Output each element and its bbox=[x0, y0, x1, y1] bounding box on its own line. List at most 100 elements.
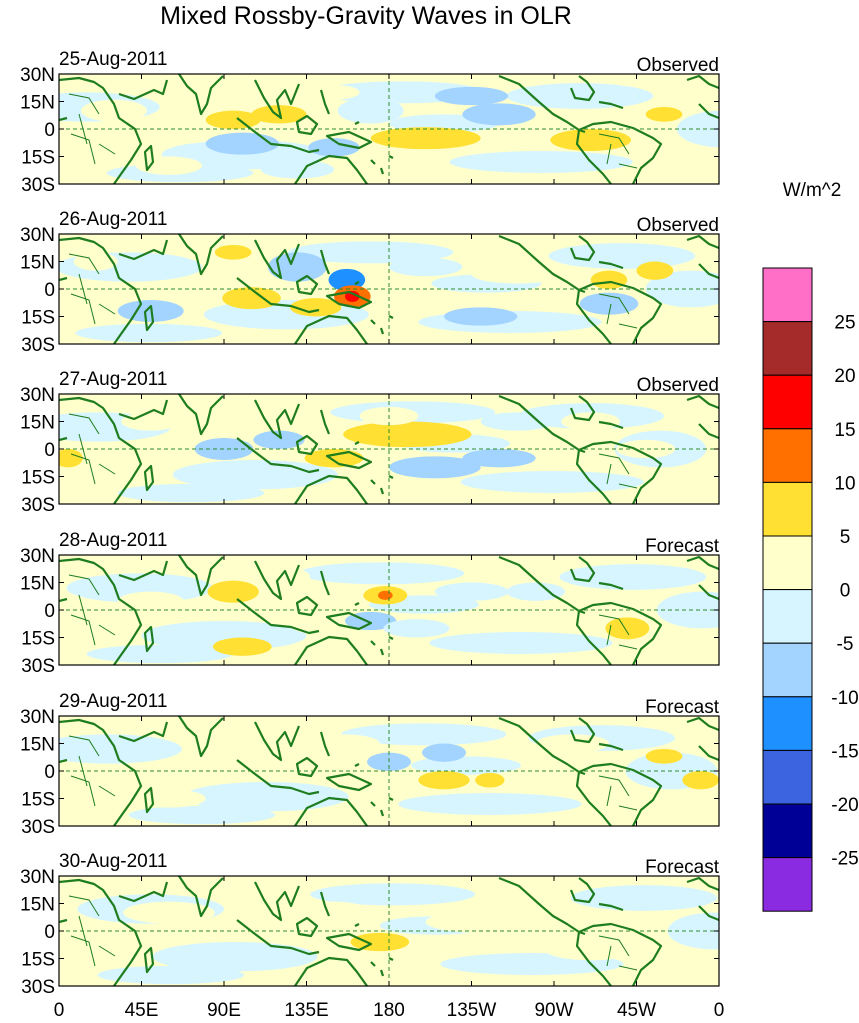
anomaly-contour bbox=[444, 307, 518, 326]
colorbar-swatch bbox=[762, 803, 813, 859]
panel-kind: Forecast bbox=[645, 536, 720, 557]
panel-date: 25-Aug-2011 bbox=[59, 49, 167, 70]
colorbar-swatch bbox=[762, 374, 813, 430]
lon-tick-label: 135W bbox=[447, 1000, 497, 1021]
lat-tick-label: 15S bbox=[21, 148, 55, 169]
anomaly-contour bbox=[132, 789, 206, 808]
anomaly-band bbox=[97, 965, 245, 985]
anomaly-contour bbox=[616, 439, 676, 459]
map-content bbox=[59, 876, 719, 986]
anomaly-contour bbox=[434, 86, 509, 106]
colorbar-swatch bbox=[762, 267, 813, 323]
anomaly-contour bbox=[422, 743, 466, 762]
lat-tick-label: 30S bbox=[21, 335, 55, 356]
panel-date: 27-Aug-2011 bbox=[59, 369, 167, 390]
anomaly-contour bbox=[290, 615, 342, 634]
map-panel: 26-Aug-2011 Observed 30N 15N 0 15S 30S bbox=[20, 209, 720, 356]
colorbar-swatch bbox=[762, 857, 813, 912]
anomaly-band bbox=[398, 793, 582, 815]
lat-tick-label: 15N bbox=[20, 413, 55, 434]
colorbar-tick-label: 25 bbox=[834, 313, 855, 334]
lat-tick-label: 0 bbox=[44, 120, 55, 141]
map-content bbox=[59, 394, 719, 504]
lat-tick-label: 15S bbox=[21, 950, 55, 971]
panel-date: 26-Aug-2011 bbox=[59, 209, 167, 230]
anomaly-contour bbox=[117, 591, 184, 610]
anomaly-band bbox=[506, 83, 653, 109]
anomaly-contour bbox=[328, 268, 366, 291]
anomaly-band bbox=[288, 241, 454, 264]
anomaly-band bbox=[656, 591, 719, 629]
lat-tick-label: 30S bbox=[21, 175, 55, 196]
anomaly-contour bbox=[253, 430, 305, 449]
colorbar-tick-label: 5 bbox=[840, 527, 851, 548]
colorbar-swatch bbox=[762, 696, 813, 751]
anomaly-band bbox=[86, 644, 234, 664]
anomaly-band bbox=[299, 562, 465, 585]
anomaly-band bbox=[667, 912, 719, 950]
anomaly-contour bbox=[682, 771, 719, 790]
anomaly-band bbox=[183, 782, 349, 812]
anomaly-band bbox=[341, 723, 507, 746]
colorbar-tick-label: -20 bbox=[831, 795, 858, 816]
anomaly-contour bbox=[389, 456, 481, 479]
lat-tick-label: 0 bbox=[44, 280, 55, 301]
lon-tick-label: 90W bbox=[534, 1000, 573, 1021]
anomaly-contour bbox=[213, 637, 272, 656]
colorbar-tick-label: -25 bbox=[831, 849, 858, 870]
panels-group: 25-Aug-2011 Observed30N15N015S30S26-Aug-2… bbox=[20, 49, 720, 998]
anomaly-contour bbox=[544, 938, 637, 961]
lat-tick-label: 30N bbox=[20, 867, 55, 888]
anomaly-band bbox=[75, 323, 223, 343]
map-panel: 29-Aug-2011 Forecast 30N 15N 0 15S 30S bbox=[20, 691, 720, 838]
map-content bbox=[59, 234, 719, 344]
anomaly-contour bbox=[205, 132, 279, 155]
lat-tick-label: 0 bbox=[44, 762, 55, 783]
anomaly-contour bbox=[462, 103, 536, 126]
anomaly-contour bbox=[297, 901, 371, 924]
anomaly-band bbox=[411, 756, 521, 775]
anomaly-contour bbox=[308, 85, 360, 100]
lon-tick-label: 90E bbox=[207, 1000, 241, 1021]
longitude-axis: 0 45E 90E 135E 180 135W 90W 45W 0 bbox=[54, 1000, 725, 1021]
anomaly-contour bbox=[268, 252, 327, 282]
lat-tick-label: 30N bbox=[20, 225, 55, 246]
lon-tick-label: 135E bbox=[284, 1000, 328, 1021]
lat-tick-label: 15N bbox=[20, 895, 55, 916]
anomaly-contour bbox=[207, 580, 259, 603]
anomaly-contour bbox=[337, 97, 404, 124]
panel-kind: Observed bbox=[637, 375, 719, 396]
colorbar-tick-label: 15 bbox=[834, 420, 855, 441]
colorbar-tick-label: -10 bbox=[831, 688, 858, 709]
colorbar-tick-label: 0 bbox=[840, 581, 851, 602]
anomaly-contour bbox=[418, 771, 470, 790]
anomaly-contour bbox=[506, 582, 565, 601]
colorbar-units: W/m^2 bbox=[783, 180, 842, 201]
lat-tick-label: 30S bbox=[21, 495, 55, 516]
colorbar-swatch bbox=[762, 321, 813, 376]
lon-tick-label: 45E bbox=[125, 1000, 159, 1021]
lat-tick-label: 0 bbox=[44, 922, 55, 943]
lat-tick-label: 15N bbox=[20, 735, 55, 756]
anomaly-contour bbox=[636, 261, 674, 280]
anomaly-band bbox=[460, 471, 644, 493]
anomaly-contour bbox=[462, 449, 536, 468]
colorbar-tick-label: -15 bbox=[831, 741, 858, 762]
anomaly-contour bbox=[260, 160, 334, 179]
lat-tick-label: 30N bbox=[20, 546, 55, 567]
anomaly-contour bbox=[81, 99, 147, 122]
anomaly-contour bbox=[123, 901, 215, 924]
anomaly-contour bbox=[605, 617, 650, 640]
colorbar-swatch bbox=[762, 428, 813, 483]
lat-tick-label: 30N bbox=[20, 65, 55, 86]
anomaly-contour bbox=[121, 412, 180, 431]
anomaly-contour bbox=[579, 292, 639, 315]
anomaly-contour bbox=[345, 290, 360, 302]
lat-tick-label: 0 bbox=[44, 440, 55, 461]
lat-tick-label: 15S bbox=[21, 790, 55, 811]
anomaly-contour bbox=[561, 412, 620, 431]
anomaly-contour bbox=[425, 910, 536, 933]
lat-tick-label: 15S bbox=[21, 468, 55, 489]
anomaly-band bbox=[117, 483, 265, 503]
